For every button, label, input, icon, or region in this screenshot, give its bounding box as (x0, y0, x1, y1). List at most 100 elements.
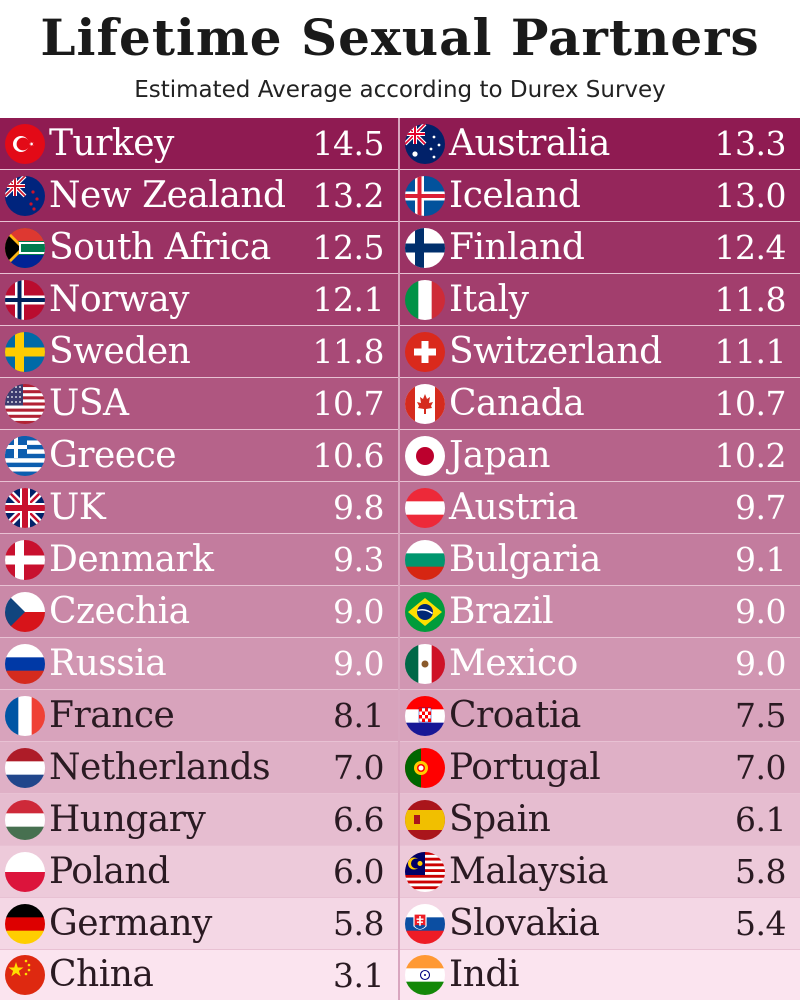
portugal-flag-icon (405, 747, 445, 788)
table-row: Australia 13.3 (400, 118, 800, 170)
partner-count-value: 6.1 (735, 800, 786, 839)
table-row: Greece 10.6 (0, 430, 398, 482)
country-name: Japan (449, 434, 551, 476)
table-row: Malaysia 5.8 (400, 846, 800, 898)
new-zealand-flag-icon (5, 175, 45, 216)
netherlands-flag-icon (5, 747, 45, 788)
country-name: Norway (49, 278, 190, 320)
country-name: Hungary (49, 798, 206, 840)
partner-count-value: 5.8 (735, 852, 786, 891)
partner-count-value: 11.1 (714, 332, 787, 371)
partner-count-value: 10.7 (312, 384, 385, 423)
partner-count-value: 10.2 (714, 436, 787, 475)
india-flag-icon (405, 955, 445, 995)
japan-flag-icon (405, 435, 445, 476)
country-name: New Zealand (49, 174, 286, 216)
uk-flag-icon (5, 487, 45, 528)
country-name: Indi (449, 954, 519, 995)
country-name: Iceland (449, 174, 581, 216)
table-row: Italy 11.8 (400, 274, 800, 326)
table-row: Indi (400, 950, 800, 1000)
table-row: Croatia 7.5 (400, 690, 800, 742)
country-name: Spain (449, 798, 551, 840)
sweden-flag-icon (5, 331, 45, 372)
country-name: France (49, 694, 175, 736)
partner-count-value: 6.6 (333, 800, 384, 839)
country-name: Turkey (49, 122, 174, 164)
partner-count-value: 14.5 (312, 124, 385, 163)
slovakia-flag-icon (405, 903, 445, 944)
country-name: South Africa (49, 226, 271, 268)
table-row: Spain 6.1 (400, 794, 800, 846)
partner-count-value: 9.0 (333, 644, 384, 683)
country-name: USA (49, 382, 129, 424)
partner-count-value: 10.7 (714, 384, 787, 423)
table-row: Canada 10.7 (400, 378, 800, 430)
table-row: Japan 10.2 (400, 430, 800, 482)
country-name: Croatia (449, 694, 581, 736)
table-row: Sweden 11.8 (0, 326, 398, 378)
partner-count-value: 3.1 (333, 956, 384, 995)
table-row: Germany 5.8 (0, 898, 398, 950)
left-column: Turkey 14.5 New Zealand 13.2 South Africa 12.… (0, 118, 400, 1000)
table-row: Turkey 14.5 (0, 118, 398, 170)
country-name: Bulgaria (449, 538, 601, 580)
table-row: Brazil 9.0 (400, 586, 800, 638)
right-column: Australia 13.3 Iceland 13.0 Finland 12.4 Italy… (400, 118, 800, 1000)
table-row: Denmark 9.3 (0, 534, 398, 586)
table-row: Portugal 7.0 (400, 742, 800, 794)
hungary-flag-icon (5, 799, 45, 840)
partner-count-value: 13.2 (312, 176, 385, 215)
table-row: USA 10.7 (0, 378, 398, 430)
table-row: China 3.1 (0, 950, 398, 1000)
table-row: Russia 9.0 (0, 638, 398, 690)
iceland-flag-icon (405, 175, 445, 216)
country-name: Brazil (449, 590, 554, 632)
country-name: Mexico (449, 642, 578, 684)
partner-count-value: 13.0 (714, 176, 787, 215)
partner-count-value: 12.1 (312, 280, 385, 319)
table-row: Mexico 9.0 (400, 638, 800, 690)
china-flag-icon (5, 955, 45, 995)
denmark-flag-icon (5, 539, 45, 580)
country-name: Czechia (49, 590, 190, 632)
canada-flag-icon (405, 383, 445, 424)
table-row: South Africa 12.5 (0, 222, 398, 274)
partner-count-value: 9.3 (333, 540, 384, 579)
country-name: Switzerland (449, 330, 662, 372)
partner-count-value: 9.1 (735, 540, 786, 579)
page-subtitle: Estimated Average according to Durex Sur… (134, 77, 666, 103)
partner-count-value: 9.0 (735, 592, 786, 631)
germany-flag-icon (5, 903, 45, 944)
bulgaria-flag-icon (405, 539, 445, 580)
spain-flag-icon (405, 799, 445, 840)
header: Lifetime Sexual Partners Estimated Avera… (0, 0, 800, 118)
partner-count-value: 12.5 (312, 228, 385, 267)
country-name: Australia (449, 122, 610, 164)
country-name: Austria (449, 486, 578, 528)
malaysia-flag-icon (405, 851, 445, 892)
country-name: Denmark (49, 538, 214, 580)
country-name: Portugal (449, 746, 601, 788)
country-name: Poland (49, 850, 170, 892)
france-flag-icon (5, 695, 45, 736)
partner-count-value: 9.8 (333, 488, 384, 527)
south-africa-flag-icon (5, 227, 45, 268)
table-row: Slovakia 5.4 (400, 898, 800, 950)
partner-count-value: 5.8 (333, 904, 384, 943)
partner-count-value: 11.8 (312, 332, 385, 371)
country-name: Sweden (49, 330, 191, 372)
partner-count-value: 11.8 (714, 280, 787, 319)
table-row: Hungary 6.6 (0, 794, 398, 846)
italy-flag-icon (405, 279, 445, 320)
table-row: Austria 9.7 (400, 482, 800, 534)
partner-count-value: 13.3 (714, 124, 787, 163)
table-row: France 8.1 (0, 690, 398, 742)
croatia-flag-icon (405, 695, 445, 736)
table-row: Switzerland 11.1 (400, 326, 800, 378)
country-name: Slovakia (449, 902, 600, 944)
country-name: Russia (49, 642, 167, 684)
table-row: Finland 12.4 (400, 222, 800, 274)
switzerland-flag-icon (405, 331, 445, 372)
partner-count-value: 9.0 (333, 592, 384, 631)
